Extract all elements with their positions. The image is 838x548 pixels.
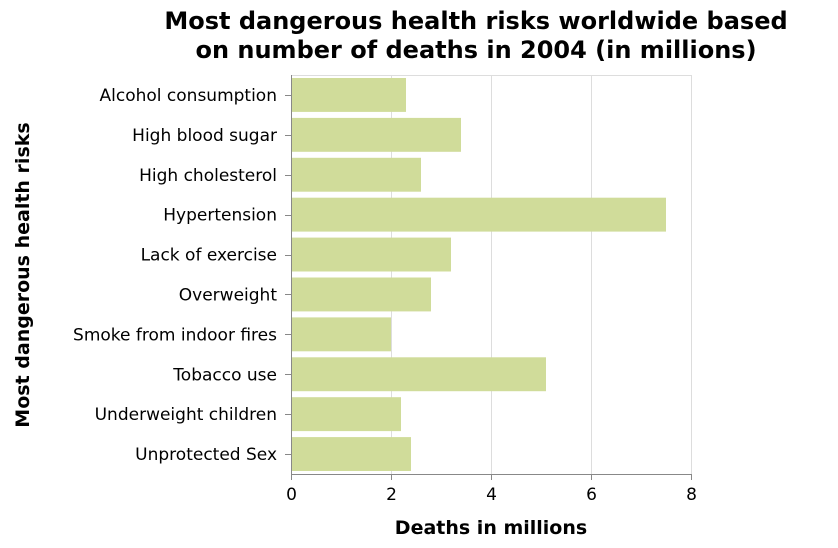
bar-9: [291, 437, 411, 472]
x-tick-label-1: 2: [386, 485, 397, 505]
bar-1: [291, 117, 461, 152]
x-tick-label-2: 4: [486, 485, 497, 505]
bar-4: [291, 237, 451, 272]
x-axis-title: Deaths in millions: [395, 517, 587, 539]
bar-6: [291, 317, 391, 352]
x-tick-label-0: 0: [286, 485, 297, 505]
y-tick-label-8: Underweight children: [95, 405, 277, 425]
chart-title-line-1: Most dangerous health risks worldwide ba…: [164, 7, 787, 35]
y-tick-label-4: Lack of exercise: [141, 246, 277, 266]
y-tick-label-0: Alcohol consumption: [100, 86, 277, 106]
chart-title-line-2: on number of deaths in 2004 (in millions…: [195, 36, 756, 64]
bar-5: [291, 277, 431, 312]
bar-8: [291, 397, 401, 432]
x-tick-label-4: 8: [686, 485, 697, 505]
bars: [291, 77, 666, 472]
y-axis-title: Most dangerous health risks: [12, 122, 34, 427]
bar-3: [291, 197, 666, 232]
y-tick-label-1: High blood sugar: [132, 126, 277, 146]
bar-0: [291, 77, 406, 112]
bar-7: [291, 357, 546, 392]
y-tick-label-5: Overweight: [179, 285, 278, 305]
y-tick-label-3: Hypertension: [163, 206, 277, 226]
bar-2: [291, 157, 421, 192]
axes: Alcohol consumption High blood sugar High …: [73, 75, 697, 505]
y-tick-label-6: Smoke from indoor fires: [73, 325, 277, 345]
x-tick-label-3: 6: [586, 485, 597, 505]
y-tick-label-2: High cholesterol: [139, 166, 277, 186]
y-tick-label-9: Unprotected Sex: [135, 445, 277, 465]
y-tick-label-7: Tobacco use: [172, 365, 277, 385]
